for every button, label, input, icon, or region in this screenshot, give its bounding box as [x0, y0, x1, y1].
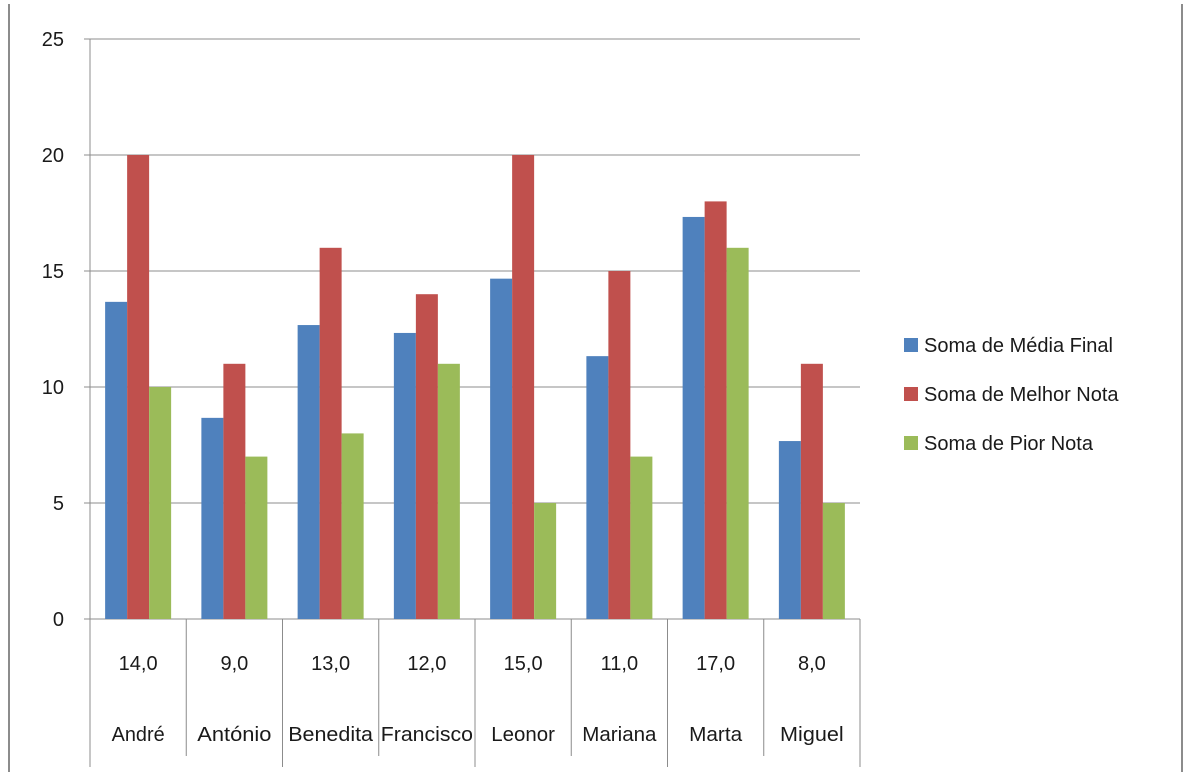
bar-1-António [201, 417, 224, 619]
legend-label: Soma de Pior Nota [924, 433, 1094, 455]
bar-2-André [127, 155, 150, 619]
x-category-name-label: Francisco [381, 724, 473, 746]
bar-3-André [149, 387, 172, 619]
legend-label: Soma de Média Final [924, 335, 1113, 357]
y-tick-label: 25 [42, 29, 64, 51]
bar-1-Marta [682, 216, 705, 619]
x-category-name-label: Leonor [491, 724, 555, 746]
y-tick-label: 0 [53, 609, 64, 631]
bar-1-André [105, 301, 128, 619]
bars [105, 155, 845, 620]
x-category-name-label: Miguel [780, 724, 844, 746]
x-category-name-label: Mariana [582, 724, 657, 746]
x-category-value-label: 17,0 [696, 653, 735, 675]
y-tick-label: 20 [42, 145, 64, 167]
bar-2-António [223, 363, 246, 619]
bar-3-Miguel [822, 503, 845, 619]
x-category-value-label: 12,0 [407, 653, 446, 675]
y-tick-label: 5 [53, 493, 64, 515]
bar-1-Miguel [778, 441, 801, 619]
bar-3-Mariana [630, 456, 653, 619]
bar-3-Benedita [341, 433, 364, 619]
bar-2-Francisco [415, 294, 438, 619]
bar-2-Benedita [319, 247, 342, 620]
bar-1-Mariana [586, 356, 609, 619]
bar-2-Leonor [512, 155, 535, 619]
bar-1-Francisco [393, 332, 416, 619]
y-axis: 0 5 10 15 20 25 [42, 29, 91, 767]
x-category-value-label: 14,0 [119, 653, 158, 675]
legend-swatch [904, 436, 918, 450]
bar-3-Leonor [534, 503, 557, 619]
legend-swatch [904, 338, 918, 352]
y-tick-label: 10 [42, 377, 64, 399]
x-category-value-label: 11,0 [601, 653, 638, 675]
x-category-name-label: Marta [689, 724, 743, 746]
legend-swatch [904, 387, 918, 401]
bar-1-Leonor [490, 278, 513, 619]
bar-2-Miguel [800, 363, 823, 619]
x-category-value-label: 15,0 [504, 653, 543, 675]
bar-3-Marta [726, 247, 749, 620]
x-category-name-label: Benedita [288, 724, 374, 746]
x-category-name-label: António [197, 724, 271, 746]
bar-3-Francisco [437, 363, 460, 619]
x-category-value-label: 13,0 [311, 653, 350, 675]
bar-2-Mariana [608, 271, 631, 619]
y-tick-label: 15 [42, 261, 64, 283]
x-category-name-label: André [112, 724, 165, 746]
bar-1-Benedita [297, 325, 320, 619]
bar-3-António [245, 456, 268, 619]
x-category-value-label: 8,0 [798, 653, 826, 675]
x-category-value-label: 9,0 [220, 653, 248, 675]
bar-2-Marta [704, 201, 727, 619]
x-axis: 14,0 André 9,0 António 13,0 Benedita 12,0 Franc… [89, 619, 861, 767]
legend-label: Soma de Melhor Nota [924, 384, 1119, 406]
legend: Soma de Média Final Soma de Melhor Nota So… [904, 335, 1119, 455]
